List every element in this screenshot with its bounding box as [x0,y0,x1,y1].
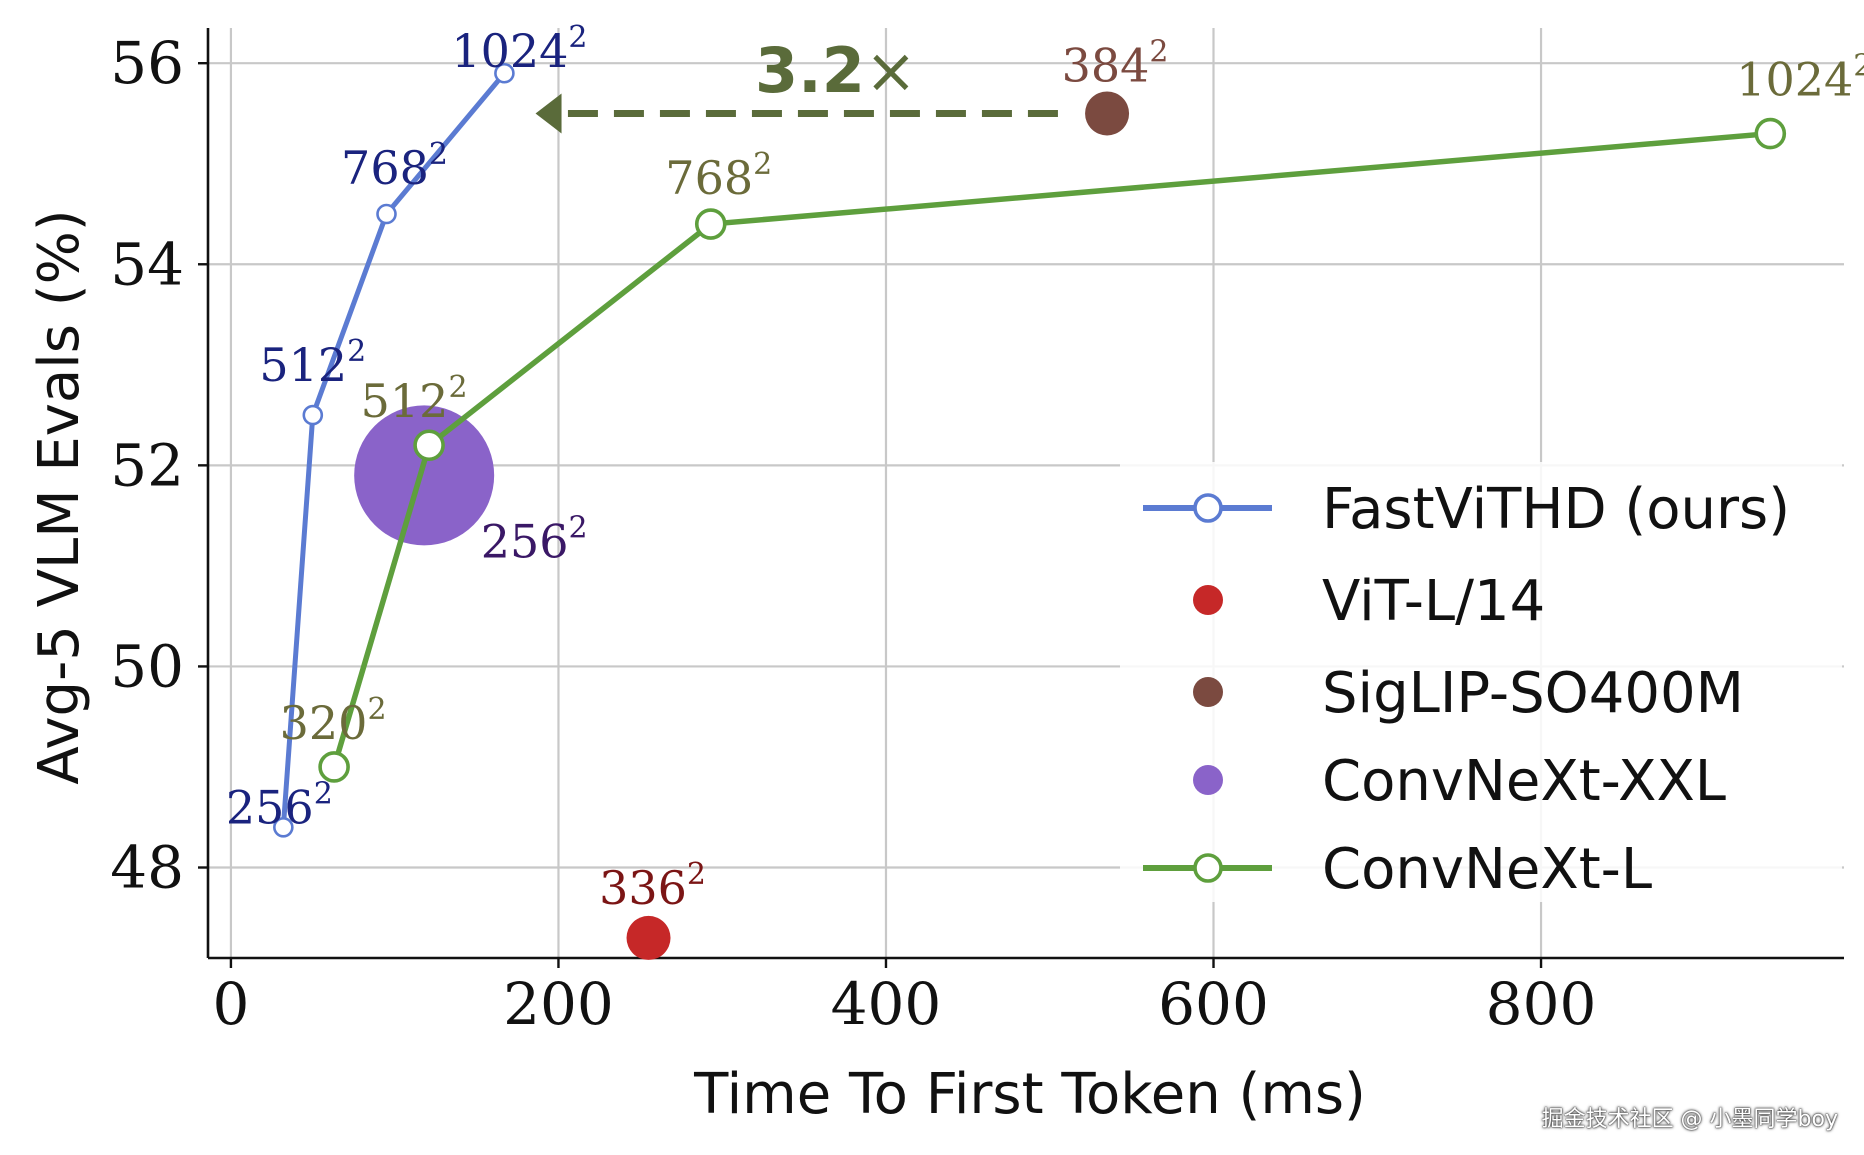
legend-marker [1193,765,1223,795]
legend-label: ViT-L/14 [1322,569,1545,634]
data-series [273,62,1787,960]
arrow-head [535,93,562,134]
speedup-times-sign: × [865,34,917,107]
x-tick-label: 800 [1486,970,1597,1038]
x-tick-label: 400 [831,970,942,1038]
legend-label: SigLIP-SO400M [1322,661,1744,726]
x-tick-label: 600 [1158,970,1269,1038]
y-tick-label: 50 [110,632,184,700]
point-label-superscript: 2 [1149,34,1168,69]
data-point [354,405,495,546]
point-label-superscript: 2 [429,137,448,172]
data-point [273,816,294,838]
legend-label: ConvNeXt-L [1322,837,1652,902]
y-tick-label: 48 [110,834,184,902]
x-axis-label: Time To First Token (ms) [693,1062,1366,1127]
point-label: 2562 [226,776,333,834]
point-label-superscript: 2 [367,692,386,727]
point-label-superscript: 2 [1853,49,1864,84]
point-label-superscript: 2 [314,776,333,811]
point-label: 10242 [451,20,587,78]
data-point [626,915,671,960]
point-label-superscript: 2 [448,370,467,405]
point-label: 3202 [280,692,387,750]
legend-label: ConvNeXt-XXL [1322,749,1726,814]
point-label-superscript: 2 [753,147,772,182]
data-point [494,62,515,84]
axes: 0 200 400 600 800 48 50 52 54 56 [110,28,1844,1038]
legend-marker [1193,677,1223,707]
point-label-superscript: 2 [569,510,588,545]
data-point [694,208,727,240]
data-point [318,751,350,783]
data-point [376,203,397,225]
legend-background [1120,462,1842,902]
point-label-superscript: 2 [347,334,366,369]
legend-marker [1193,585,1223,615]
x-tick-label: 200 [503,970,614,1038]
point-label: 10242 [1736,49,1864,107]
point-label: 3842 [1062,34,1169,92]
y-tick-label: 54 [110,230,184,298]
y-axis-label: Avg-5 VLM Evals (%) [27,209,92,784]
point-label: 7682 [665,147,772,205]
data-point [413,429,445,462]
data-point [302,404,324,426]
series-line [331,130,1771,768]
legend: FastViTHD (ours) ViT-L/14 SigLIP-SO400M Con… [1120,462,1842,902]
data-point [1754,117,1787,150]
watermark: 掘金技术社区 @ 小墨同学boy [1541,1107,1838,1132]
speedup-label: 3.2× [755,34,917,107]
legend-label: FastViTHD (ours) [1322,477,1790,542]
point-label-superscript: 2 [568,20,587,55]
series-line [280,71,507,828]
legend-marker [1193,493,1223,523]
data-point [1085,91,1130,136]
point-label: 7682 [341,137,448,195]
y-tick-label: 56 [110,29,184,97]
point-label: 2562 [481,510,588,568]
x-tick-label: 0 [212,970,249,1038]
legend-marker [1193,853,1223,883]
point-label-superscript: 2 [687,857,706,892]
y-tick-label: 52 [110,431,184,499]
point-label: 5122 [259,334,366,392]
point-label: 3362 [599,857,706,915]
speedup-annotation: 3.2× [535,34,1058,134]
